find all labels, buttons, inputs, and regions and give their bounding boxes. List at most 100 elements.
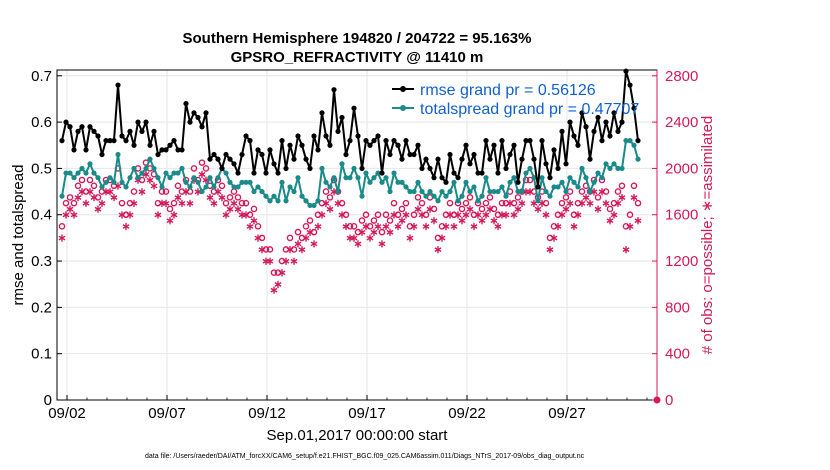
totalspread-point bbox=[251, 188, 257, 195]
obs-assimilated-point bbox=[62, 211, 70, 219]
obs-assimilated-point bbox=[338, 211, 346, 219]
obs-assimilated-point bbox=[610, 211, 618, 219]
rmse-point bbox=[447, 151, 453, 158]
totalspread-point bbox=[87, 161, 93, 167]
obs-possible-point bbox=[362, 211, 370, 219]
rmse-point bbox=[619, 119, 625, 125]
totalspread-point bbox=[343, 175, 349, 181]
rmse-point bbox=[339, 114, 345, 121]
y-left-tick-label: 0.6 bbox=[31, 114, 52, 131]
rmse-point bbox=[123, 138, 129, 144]
totalspread-point bbox=[623, 138, 629, 144]
obs-possible-point bbox=[270, 269, 278, 276]
rmse-point bbox=[347, 138, 353, 144]
obs-assimilated-point bbox=[354, 240, 362, 248]
totalspread-point bbox=[383, 175, 389, 181]
totalspread-point bbox=[307, 202, 313, 209]
rmse-point bbox=[279, 138, 285, 144]
totalspread-point bbox=[579, 165, 585, 172]
obs-possible-point bbox=[190, 165, 198, 172]
obs-assimilated-point bbox=[462, 211, 470, 219]
rmse-point bbox=[91, 128, 97, 134]
totalspread-point bbox=[231, 184, 237, 190]
totalspread-point bbox=[523, 170, 529, 176]
obs-assimilated-point bbox=[542, 211, 550, 219]
obs-assimilated-point bbox=[86, 188, 94, 196]
rmse-point bbox=[215, 156, 221, 162]
obs-assimilated-point bbox=[486, 205, 494, 213]
obs-assimilated-point bbox=[282, 257, 290, 265]
totalspread-point bbox=[463, 179, 469, 185]
rmse-point bbox=[211, 151, 217, 158]
rmse-point bbox=[443, 179, 449, 185]
rmse-point bbox=[75, 128, 81, 134]
y-left-tick-label: 0 bbox=[44, 392, 52, 409]
obs-possible-point bbox=[374, 211, 382, 219]
rmse-point bbox=[319, 110, 325, 116]
obs-assimilated-point bbox=[442, 222, 450, 231]
obs-assimilated-point bbox=[122, 222, 130, 231]
rmse-point bbox=[507, 151, 513, 158]
obs-possible-point bbox=[58, 223, 66, 230]
obs-assimilated-point bbox=[246, 222, 254, 231]
y-left-tick-label: 0.4 bbox=[31, 207, 52, 224]
rmse-point bbox=[391, 138, 397, 144]
rmse-point bbox=[127, 128, 133, 134]
rmse-point bbox=[203, 110, 209, 116]
totalspread-point bbox=[371, 175, 377, 181]
obs-possible-point bbox=[166, 205, 174, 213]
obs-assimilated-point bbox=[382, 222, 390, 231]
obs-assimilated-point bbox=[302, 234, 310, 242]
obs-assimilated-point bbox=[186, 199, 194, 207]
rmse-point bbox=[291, 156, 297, 162]
rmse-point bbox=[71, 147, 77, 153]
rmse-point bbox=[355, 133, 361, 139]
totalspread-point bbox=[415, 179, 421, 185]
obs-assimilated-point bbox=[306, 228, 314, 236]
rmse-point bbox=[431, 175, 437, 181]
legend-spread-label: totalspread grand pr = 0.47707 bbox=[420, 101, 639, 118]
totalspread-point bbox=[211, 184, 217, 190]
totalspread-point bbox=[99, 184, 105, 190]
rmse-point bbox=[583, 124, 589, 130]
totalspread-point bbox=[335, 188, 341, 195]
obs-possible-point bbox=[238, 199, 246, 207]
obs-possible-point bbox=[558, 199, 566, 207]
obs-assimilated-point bbox=[74, 193, 82, 202]
totalspread-point bbox=[159, 184, 165, 190]
obs-assimilated-point bbox=[322, 199, 330, 207]
rmse-point bbox=[383, 138, 389, 144]
rmse-point bbox=[527, 138, 533, 144]
rmse-point bbox=[135, 119, 141, 125]
y-right-tick-label: 1600 bbox=[665, 207, 698, 224]
rmse-point bbox=[231, 161, 237, 167]
totalspread-point bbox=[143, 165, 149, 172]
rmse-point bbox=[579, 110, 585, 116]
totalspread-point bbox=[167, 175, 173, 181]
totalspread-point bbox=[179, 165, 185, 172]
legend-spread-marker bbox=[400, 105, 406, 111]
totalspread-point bbox=[355, 175, 361, 181]
y-left-tick-label: 0.5 bbox=[31, 160, 52, 177]
obs-assimilated-point bbox=[582, 193, 590, 202]
rmse-point bbox=[167, 142, 173, 148]
obs-assimilated-point bbox=[550, 234, 558, 242]
rmse-point bbox=[195, 114, 201, 121]
x-axis-label: Sep.01,2017 00:00:00 start bbox=[267, 427, 449, 444]
rmse-point bbox=[223, 151, 229, 158]
y-left-axis-ticks: 0 0.1 0.2 0.3 0.4 0.5 0.6 0.7 bbox=[31, 68, 62, 409]
obs-possible-point bbox=[350, 223, 358, 230]
obs-assimilated-point bbox=[334, 199, 342, 207]
totalspread-point bbox=[603, 161, 609, 167]
rmse-point bbox=[307, 165, 313, 172]
totalspread-point bbox=[331, 175, 337, 181]
totalspread-point bbox=[443, 193, 449, 199]
rmse-point bbox=[367, 142, 373, 148]
obs-assimilated-point bbox=[594, 205, 602, 213]
rmse-point bbox=[519, 156, 525, 162]
rmse-point bbox=[187, 119, 193, 125]
totalspread-point bbox=[115, 151, 121, 158]
rmse-point bbox=[115, 82, 121, 88]
rmse-point bbox=[395, 142, 401, 148]
obs-assimilated-point bbox=[378, 240, 386, 248]
